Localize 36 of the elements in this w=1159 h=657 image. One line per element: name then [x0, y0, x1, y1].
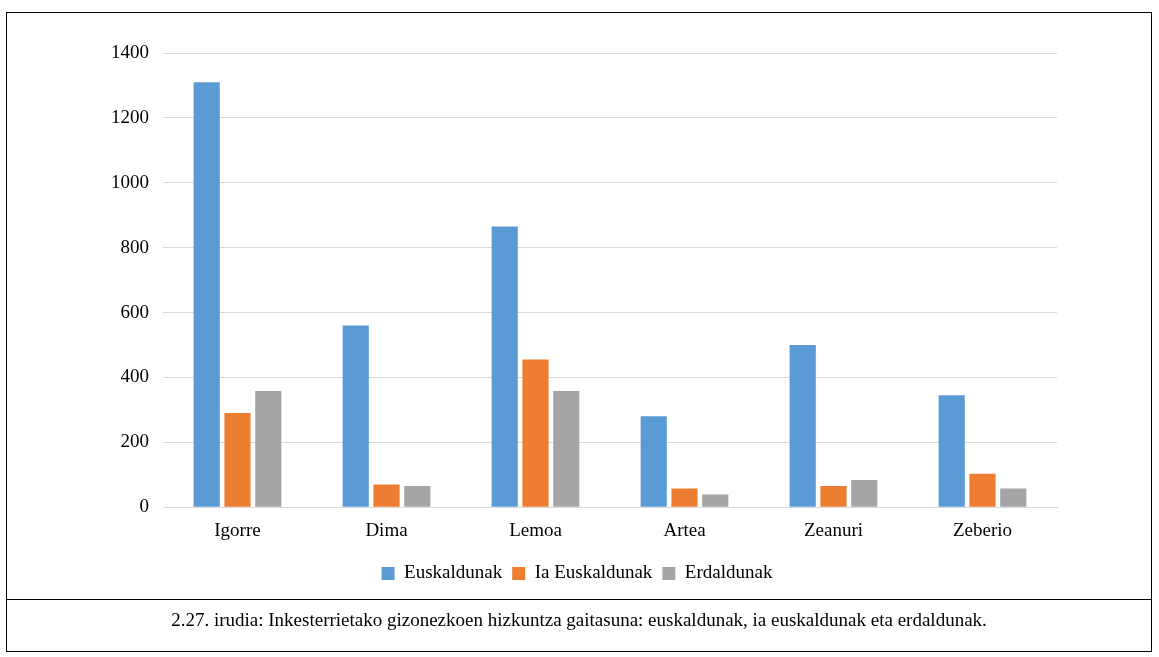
bar: [553, 391, 580, 507]
x-tick-label: Artea: [663, 518, 707, 540]
bar: [491, 226, 518, 507]
y-tick-label: 800: [120, 235, 149, 257]
bar: [1000, 488, 1027, 507]
bar: [938, 395, 965, 507]
bar: [342, 325, 369, 507]
x-tick-label: Lemoa: [509, 518, 563, 540]
y-tick-label: 1000: [111, 170, 149, 192]
y-tick-label: 400: [120, 365, 149, 387]
bar: [969, 473, 996, 507]
legend-label: Erdaldunak: [684, 561, 773, 583]
y-tick-label: 1400: [111, 40, 149, 62]
bar: [671, 488, 698, 507]
y-tick-label: 200: [120, 430, 149, 452]
y-tick-label: 600: [120, 300, 149, 322]
x-tick-label: Zeberio: [952, 518, 1013, 540]
y-tick-label: 1200: [111, 105, 149, 127]
legend-label: Euskaldunak: [404, 561, 503, 583]
x-tick-label: Igorre: [214, 518, 261, 540]
bar: [820, 486, 847, 507]
bar: [702, 494, 729, 507]
bar: [193, 82, 220, 507]
text: 2.27. irudia: Inkesterrietako gizonezkoen hizkuntza gaitasuna: euskaldunak, ia euskaldunak eta erdaldunak.: [7, 599, 1151, 640]
bar: [851, 479, 878, 507]
x-tick-label: Zeanuri: [803, 518, 864, 540]
x-tick-label: Dima: [365, 518, 409, 540]
bar: [255, 391, 282, 507]
bar: [789, 344, 816, 507]
bar: [640, 416, 667, 507]
bar: [522, 359, 549, 507]
bar: [404, 486, 431, 507]
bar: [224, 413, 251, 507]
bar: [373, 484, 400, 507]
legend-label: Ia Euskaldunak: [534, 561, 653, 583]
y-tick-label: 0: [139, 495, 149, 517]
